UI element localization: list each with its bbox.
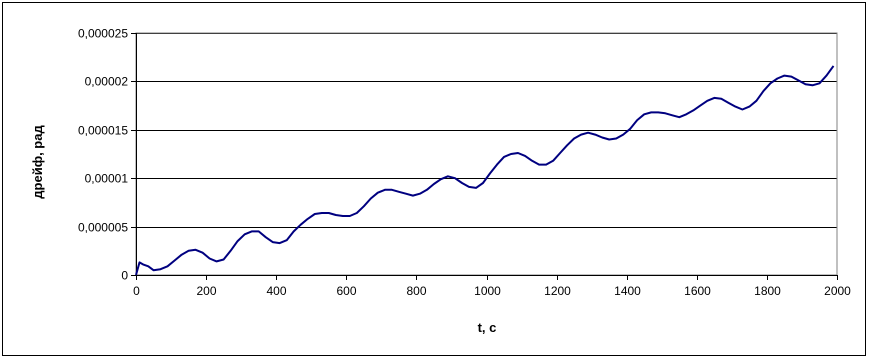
y-tick-label: 0,00001 — [85, 172, 129, 186]
y-tick-label: 0,00002 — [85, 75, 129, 89]
y-tick-label: 0,000025 — [78, 27, 128, 41]
x-tick-label: 1000 — [474, 284, 501, 298]
y-axis-title: дрейф, рад — [30, 125, 45, 199]
x-axis-title: t, c — [478, 320, 497, 335]
x-tick-label: 1800 — [754, 284, 781, 298]
y-tick-labels: 0 0,000005 0,00001 0,000015 0,00002 0,000025 — [78, 27, 128, 283]
x-tick-label: 1600 — [684, 284, 711, 298]
x-tick-label: 200 — [196, 284, 216, 298]
grid-lines — [136, 33, 837, 228]
x-tick-label: 600 — [336, 284, 356, 298]
y-tick-label: 0,000015 — [78, 124, 128, 138]
x-tick-label: 2000 — [824, 284, 851, 298]
plot-series — [135, 65, 835, 276]
y-tick-label: 0,000005 — [78, 221, 128, 235]
x-tick-label: 1200 — [544, 284, 571, 298]
y-tick-label: 0 — [121, 269, 128, 283]
series-line — [135, 65, 835, 276]
x-tick-label: 800 — [406, 284, 426, 298]
axes — [131, 32, 838, 280]
x-tick-label: 1400 — [614, 284, 641, 298]
x-tick-label: 400 — [266, 284, 286, 298]
x-tick-labels: 0 200 400 600 800 1000 1200 1400 1600 1800 2000 — [133, 284, 851, 298]
x-tick-label: 0 — [133, 284, 140, 298]
